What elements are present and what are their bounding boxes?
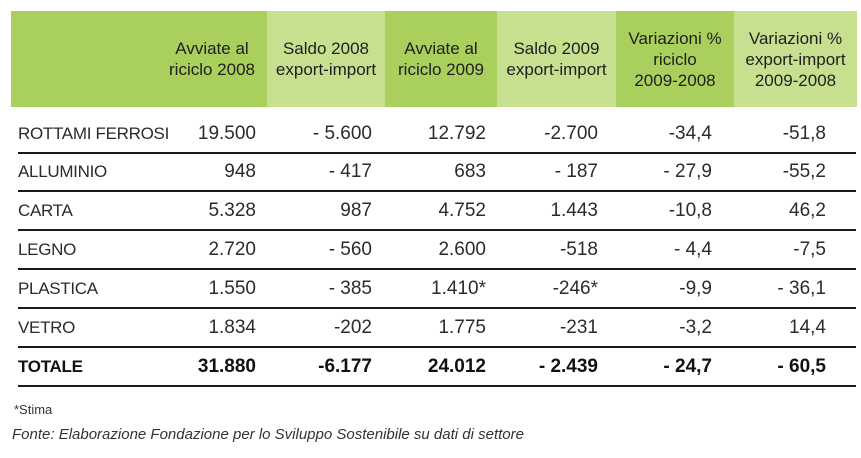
row-value: 19.500 — [197, 123, 256, 144]
row-divider — [18, 307, 856, 309]
row-value: -202 — [333, 317, 372, 338]
row-value: 5.328 — [208, 200, 256, 221]
header-cell-avviate-2008: Avviate al riciclo 2008 — [157, 11, 267, 107]
row-label: PLASTICA — [18, 279, 98, 298]
row-value: 1.775 — [438, 317, 486, 338]
row-value: 2.600 — [438, 239, 486, 260]
row-value: 24.012 — [427, 356, 486, 377]
row-divider — [18, 268, 856, 270]
row-value: - 187 — [554, 161, 598, 182]
row-value: -34,4 — [668, 123, 712, 144]
row-value: 948 — [224, 161, 256, 182]
row-value: -2.700 — [544, 123, 598, 144]
row-value: - 4,4 — [673, 239, 712, 260]
source-note: Fonte: Elaborazione Fondazione per lo Sv… — [12, 426, 524, 443]
row-divider — [18, 385, 856, 387]
row-divider — [18, 229, 856, 231]
row-value: 1.834 — [208, 317, 256, 338]
header-label: Avviate al riciclo 2009 — [398, 39, 484, 79]
row-value: -6.177 — [318, 356, 372, 377]
row-value: - 27,9 — [663, 161, 712, 182]
row-value: - 385 — [328, 278, 372, 299]
header-cell-saldo-2008: Saldo 2008 export-import — [267, 11, 385, 107]
row-divider — [18, 152, 856, 154]
row-value: -231 — [559, 317, 598, 338]
header-label: Avviate al riciclo 2008 — [169, 39, 255, 79]
row-value: 1.550 — [208, 278, 256, 299]
header-cell-variazioni-export: Variazioni % export-import 2009-2008 — [734, 11, 857, 107]
row-value: -51,8 — [782, 123, 826, 144]
row-value: 4.752 — [438, 200, 486, 221]
row-value: 683 — [454, 161, 486, 182]
row-divider — [18, 190, 856, 192]
header-label: Saldo 2008 export-import — [275, 39, 377, 79]
footnote: *Stima — [14, 402, 53, 417]
row-value: - 2.439 — [538, 356, 598, 377]
table-row: LEGNO 2.720 - 560 2.600 -518 - 4,4 -7,5 — [18, 232, 856, 270]
row-label: ROTTAMI FERROSI — [18, 124, 170, 143]
row-value: 987 — [340, 200, 372, 221]
row-value: -7,5 — [793, 239, 826, 260]
row-value: - 417 — [328, 161, 372, 182]
row-value: 1.443 — [550, 200, 598, 221]
row-label: TOTALE — [18, 357, 83, 376]
table-header: Avviate al riciclo 2008 Saldo 2008 expor… — [11, 11, 857, 107]
row-value: - 24,7 — [663, 356, 712, 377]
row-value: 31.880 — [197, 356, 256, 377]
header-cell-saldo-2009: Saldo 2009 export-import — [497, 11, 616, 107]
row-value: -9,9 — [679, 278, 712, 299]
row-value: -3,2 — [679, 317, 712, 338]
row-value: - 60,5 — [777, 356, 826, 377]
row-value: 46,2 — [789, 200, 826, 221]
header-cell-label — [11, 11, 157, 107]
header-label: Saldo 2009 export-import — [506, 39, 607, 79]
table-row: ALLUMINIO 948 - 417 683 - 187 - 27,9 -55,2 — [18, 154, 856, 192]
table-row: VETRO 1.834 -202 1.775 -231 -3,2 14,4 — [18, 310, 856, 348]
row-label: VETRO — [18, 318, 76, 337]
row-label: LEGNO — [18, 240, 77, 259]
row-value: - 36,1 — [777, 278, 826, 299]
table-row: ROTTAMI FERROSI 19.500 - 5.600 12.792 -2.700… — [18, 116, 856, 154]
row-value: -55,2 — [782, 161, 826, 182]
row-value: - 560 — [328, 239, 372, 260]
header-label: Variazioni % riciclo 2009-2008 — [628, 28, 722, 90]
row-value: 12.792 — [427, 123, 486, 144]
row-value: -246* — [552, 278, 598, 299]
header-cell-variazioni-riciclo: Variazioni % riciclo 2009-2008 — [616, 11, 734, 107]
row-label: CARTA — [18, 201, 73, 220]
row-label: ALLUMINIO — [18, 162, 107, 181]
table-row: PLASTICA 1.550 - 385 1.410* -246* -9,9 - 36,1 — [18, 271, 856, 309]
row-value: -518 — [559, 239, 598, 260]
row-value: -10,8 — [668, 200, 712, 221]
row-value: 14,4 — [789, 317, 826, 338]
total-row: TOTALE 31.880 -6.177 24.012 - 2.439 - 24,7 - 6… — [18, 349, 856, 387]
row-value: 1.410* — [431, 278, 486, 299]
row-divider — [18, 346, 856, 348]
row-value: - 5.600 — [312, 123, 372, 144]
header-label: Variazioni % export-import 2009-2008 — [745, 28, 846, 90]
header-cell-avviate-2009: Avviate al riciclo 2009 — [385, 11, 497, 107]
row-value: 2.720 — [208, 239, 256, 260]
table-row: CARTA 5.328 987 4.752 1.443 -10,8 46,2 — [18, 193, 856, 231]
